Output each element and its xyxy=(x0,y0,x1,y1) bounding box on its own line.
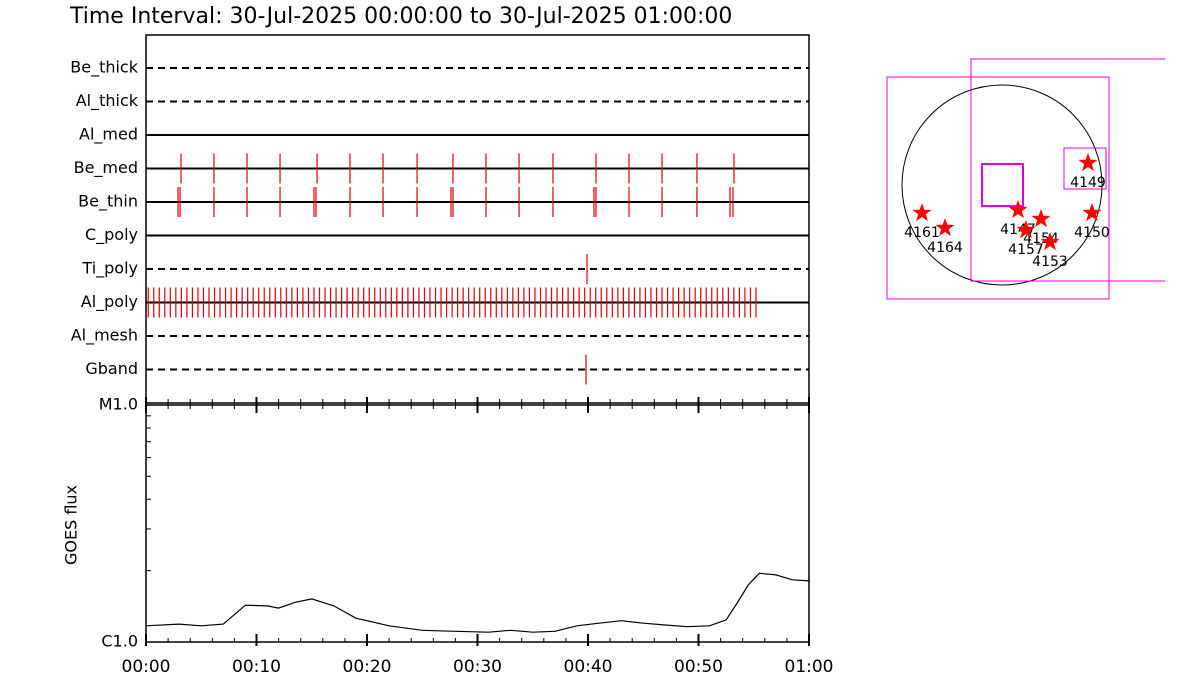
active-region xyxy=(1040,232,1060,251)
region-label: 4161 xyxy=(904,225,940,241)
row-label: Be_med xyxy=(74,158,138,178)
active-region xyxy=(1082,203,1102,222)
row-label: Gband xyxy=(85,359,138,378)
region-label: 4149 xyxy=(1070,175,1106,191)
timeline-frame xyxy=(145,34,810,404)
chart-title: Time Interval: 30-Jul-2025 00:00:00 to 3… xyxy=(69,4,732,29)
region-label: 4150 xyxy=(1074,225,1110,241)
x-tick-label: 01:00 xyxy=(785,657,834,677)
goes-frame xyxy=(145,404,810,643)
x-tick-label: 00:10 xyxy=(232,657,281,677)
region-label: 4157 xyxy=(1008,242,1044,258)
region-label: 4153 xyxy=(1032,254,1068,270)
x-tick-label: 00:50 xyxy=(674,657,723,677)
region-label: 4164 xyxy=(927,240,963,256)
active-region xyxy=(1031,209,1051,228)
x-tick-label: 00:40 xyxy=(564,657,613,677)
row-label: Al_poly xyxy=(81,292,138,312)
x-tick-label: 00:20 xyxy=(343,657,392,677)
active-region xyxy=(935,218,955,237)
row-label: Be_thick xyxy=(70,58,138,78)
solar-disk xyxy=(901,84,1103,286)
row-label: Al_mesh xyxy=(71,326,138,346)
fov-box xyxy=(970,58,1165,282)
row-label: Be_thin xyxy=(78,192,138,212)
y-tick-label: C1.0 xyxy=(101,632,138,651)
row-label: C_poly xyxy=(85,225,138,245)
row-label: Al_med xyxy=(79,125,138,145)
y-tick-label: M1.0 xyxy=(99,395,138,414)
goes-curve xyxy=(145,572,810,633)
active-region xyxy=(1008,200,1028,219)
fov-box xyxy=(981,163,1024,207)
fov-box xyxy=(1063,147,1107,190)
x-tick-label: 00:00 xyxy=(122,657,171,677)
row-label: Ti_poly xyxy=(81,259,138,279)
active-region xyxy=(1078,153,1098,172)
y-axis-label: GOES flux xyxy=(62,485,81,565)
x-tick-label: 00:30 xyxy=(453,657,502,677)
active-region xyxy=(1016,220,1036,239)
active-region xyxy=(912,203,932,222)
fov-box xyxy=(886,76,1110,300)
row-label: Al_thick xyxy=(76,91,139,111)
